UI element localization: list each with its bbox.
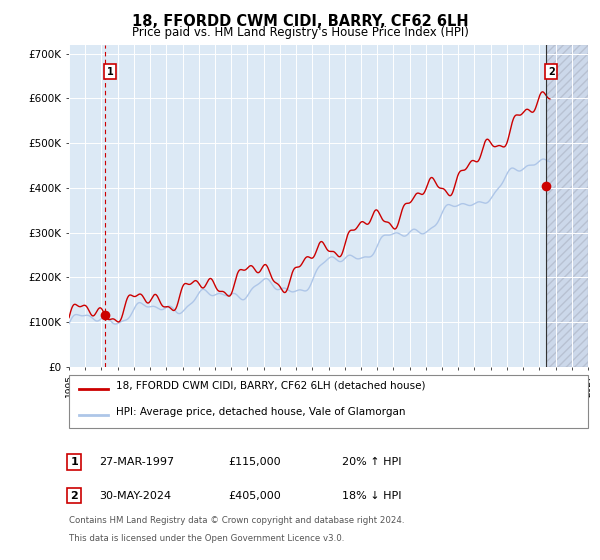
Text: 18, FFORDD CWM CIDI, BARRY, CF62 6LH: 18, FFORDD CWM CIDI, BARRY, CF62 6LH	[131, 14, 469, 29]
Text: 27-MAR-1997: 27-MAR-1997	[99, 457, 174, 467]
Text: 18% ↓ HPI: 18% ↓ HPI	[342, 491, 401, 501]
Bar	[547, 45, 588, 367]
Bar	[547, 45, 588, 367]
Text: This data is licensed under the Open Government Licence v3.0.: This data is licensed under the Open Gov…	[69, 534, 344, 543]
Text: HPI: Average price, detached house, Vale of Glamorgan: HPI: Average price, detached house, Vale…	[116, 407, 405, 417]
Text: £115,000: £115,000	[228, 457, 281, 467]
Text: 20% ↑ HPI: 20% ↑ HPI	[342, 457, 401, 467]
Text: 1: 1	[107, 67, 113, 77]
Text: £405,000: £405,000	[228, 491, 281, 501]
Text: 2: 2	[70, 491, 78, 501]
Text: 18, FFORDD CWM CIDI, BARRY, CF62 6LH (detached house): 18, FFORDD CWM CIDI, BARRY, CF62 6LH (de…	[116, 380, 425, 390]
Text: 30-MAY-2024: 30-MAY-2024	[99, 491, 171, 501]
Text: 2: 2	[548, 67, 554, 77]
Text: 1: 1	[70, 457, 78, 467]
Text: Contains HM Land Registry data © Crown copyright and database right 2024.: Contains HM Land Registry data © Crown c…	[69, 516, 404, 525]
Text: Price paid vs. HM Land Registry's House Price Index (HPI): Price paid vs. HM Land Registry's House …	[131, 26, 469, 39]
